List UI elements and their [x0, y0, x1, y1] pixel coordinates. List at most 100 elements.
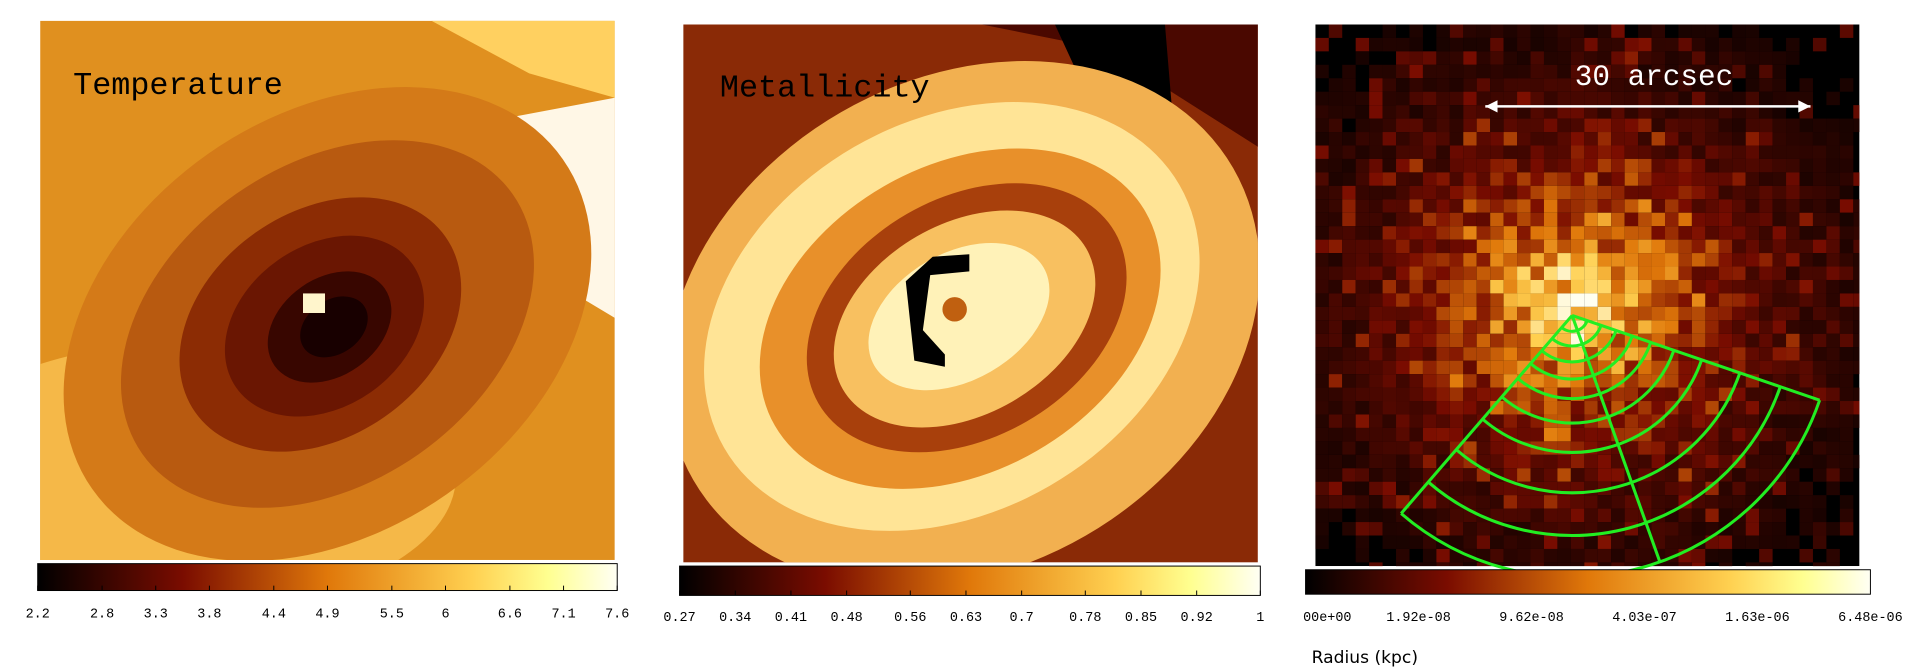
- pixel: [1369, 159, 1382, 172]
- colorbar-tick-label: 4.9: [315, 607, 339, 622]
- colorbar-tick-label: 0.7: [1010, 611, 1034, 626]
- pixel: [1369, 78, 1382, 91]
- pixel: [1369, 374, 1382, 387]
- pixel: [1517, 132, 1530, 145]
- pixel: [1490, 253, 1503, 266]
- pixel: [1504, 361, 1517, 374]
- pixel: [1557, 293, 1570, 306]
- pixel: [1759, 92, 1772, 105]
- pixel: [1665, 320, 1678, 333]
- pixel: [1477, 159, 1490, 172]
- pixel: [1678, 159, 1691, 172]
- pixel: [1369, 65, 1382, 78]
- colorbar-tick-label: 00e+00: [1303, 611, 1351, 626]
- pixel: [1571, 186, 1584, 199]
- pixel: [1517, 536, 1530, 549]
- pixel: [1611, 509, 1624, 522]
- pixel: [1678, 280, 1691, 293]
- pixel: [1477, 428, 1490, 441]
- pixel: [1786, 401, 1799, 414]
- pixel: [1800, 78, 1813, 91]
- pixel: [1329, 455, 1342, 468]
- pixel: [1625, 388, 1638, 401]
- pixel: [1477, 132, 1490, 145]
- pixel: [1665, 253, 1678, 266]
- pixel: [1813, 441, 1826, 454]
- pixel: [1840, 347, 1853, 360]
- pixel: [1409, 428, 1422, 441]
- pixel: [1759, 267, 1772, 280]
- pixel: [1786, 307, 1799, 320]
- pixel: [1813, 226, 1826, 239]
- pixel: [1369, 199, 1382, 212]
- pixel: [1732, 536, 1745, 549]
- pixel: [1383, 280, 1396, 293]
- pixel: [1423, 186, 1436, 199]
- pixel: [1678, 522, 1691, 535]
- pixel: [1383, 495, 1396, 508]
- pixel: [1356, 226, 1369, 239]
- pixel: [1531, 199, 1544, 212]
- pixel: [1759, 361, 1772, 374]
- pixel: [1544, 92, 1557, 105]
- pixel: [1584, 280, 1597, 293]
- pixel: [1638, 441, 1651, 454]
- pixel: [1356, 293, 1369, 306]
- pixel: [1450, 280, 1463, 293]
- pixel: [1409, 347, 1422, 360]
- pixel: [1759, 320, 1772, 333]
- pixel: [1705, 253, 1718, 266]
- pixel: [1423, 226, 1436, 239]
- pixel: [1490, 334, 1503, 347]
- pixel: [1531, 65, 1544, 78]
- pixel: [1652, 226, 1665, 239]
- pixel: [1315, 92, 1328, 105]
- pixel: [1652, 428, 1665, 441]
- pixel: [1517, 307, 1530, 320]
- pixel: [1692, 199, 1705, 212]
- pixel: [1652, 132, 1665, 145]
- pixel: [1678, 226, 1691, 239]
- pixel: [1638, 455, 1651, 468]
- pixel: [1329, 428, 1342, 441]
- pixel: [1665, 441, 1678, 454]
- scale-label: 30 arcsec: [1575, 61, 1733, 94]
- pixel: [1463, 38, 1476, 51]
- pixel: [1759, 172, 1772, 185]
- pixel: [1544, 78, 1557, 91]
- pixel: [1652, 495, 1665, 508]
- pixel: [1625, 253, 1638, 266]
- pixel: [1652, 320, 1665, 333]
- pixel: [1315, 199, 1328, 212]
- colorbar-tick-label: 3.8: [197, 607, 221, 622]
- pixel: [1557, 65, 1570, 78]
- pixel: [1409, 65, 1422, 78]
- pixel: [1840, 253, 1853, 266]
- pixel: [1557, 119, 1570, 132]
- pixel: [1356, 240, 1369, 253]
- pixel: [1396, 145, 1409, 158]
- pixel: [1652, 213, 1665, 226]
- pixel: [1678, 186, 1691, 199]
- pixel: [1490, 441, 1503, 454]
- pixel: [1369, 253, 1382, 266]
- pixel: [1369, 361, 1382, 374]
- pixel: [1356, 482, 1369, 495]
- pixel: [1826, 441, 1839, 454]
- pixel: [1342, 65, 1355, 78]
- pixel: [1692, 522, 1705, 535]
- pixel: [1436, 253, 1449, 266]
- pixel: [1638, 145, 1651, 158]
- colorbar-tick-label: 2.2: [26, 607, 50, 622]
- pixel: [1652, 267, 1665, 280]
- pixel: [1544, 468, 1557, 481]
- pixel: [1463, 240, 1476, 253]
- pixel: [1463, 334, 1476, 347]
- pixel: [1746, 536, 1759, 549]
- pixel: [1705, 267, 1718, 280]
- pixel: [1678, 213, 1691, 226]
- pixel: [1692, 334, 1705, 347]
- pixel: [1625, 549, 1638, 562]
- pixel: [1611, 253, 1624, 266]
- pixel: [1504, 199, 1517, 212]
